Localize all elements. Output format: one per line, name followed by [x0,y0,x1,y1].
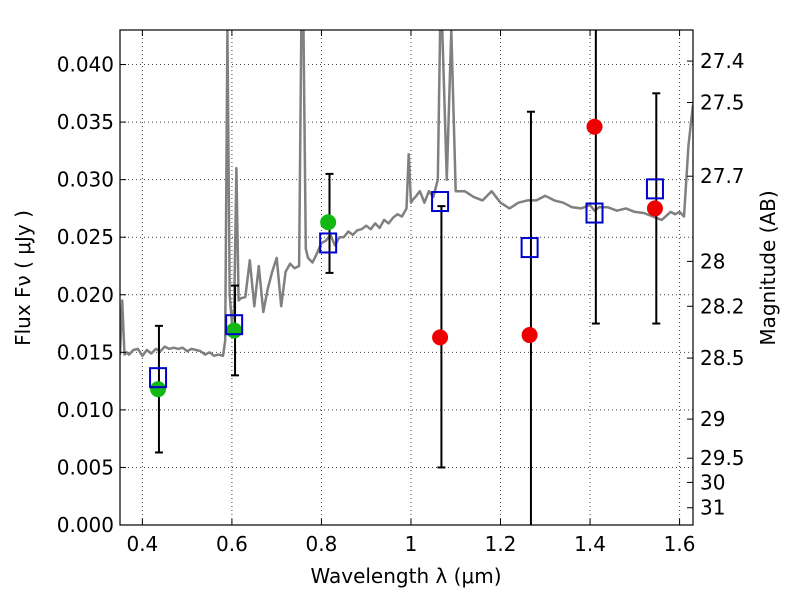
right-tick-label: 31 [700,496,725,520]
x-tick-label: 1.6 [664,532,696,556]
series-group [120,30,693,525]
data-point-square [585,202,604,224]
x-tick-label: 0.4 [126,532,158,556]
data-point-square [645,178,664,200]
right-tick-label: 30 [700,470,725,494]
y-tick-label: 0.040 [57,53,114,77]
right-tick-label: 27.4 [700,49,745,73]
y-tick-label: 0.015 [57,340,114,364]
data-point-circle [320,214,337,231]
data-point-circle [521,327,538,344]
spectrum-line [120,30,693,358]
y-axis-label: Flux Fν ( μJy ) [11,210,35,346]
right-tick-label: 28.2 [700,294,745,318]
right-tick-label: 29 [700,407,725,431]
y-tick-label: 0.000 [57,513,114,537]
right-axis-label: Magnitude (AB) [756,190,780,345]
data-point-circle [150,381,167,398]
x-tick-label: 1.2 [485,532,517,556]
right-tick-label: 27.5 [700,91,745,115]
right-tick-label: 28.5 [700,346,745,370]
x-tick-label: 0.8 [306,532,338,556]
right-tick-label: 27.7 [700,164,745,188]
data-point-square [319,232,338,254]
y-tick-label: 0.020 [57,283,114,307]
data-point-circle [586,118,603,135]
plot-area [120,30,693,525]
y-tick-label: 0.005 [57,455,114,479]
x-tick-label: 1 [405,532,418,556]
data-point-square [149,367,168,389]
data-point-circle [226,322,243,339]
y-tick-label: 0.010 [57,398,114,422]
data-point-circle [432,329,449,346]
data-point-circle [646,200,663,217]
data-point-square [225,314,244,336]
grid-layer [120,30,693,525]
x-tick-label: 0.6 [216,532,248,556]
data-point-square [520,237,539,259]
y-tick-label: 0.025 [57,225,114,249]
plot-frame [119,29,694,526]
right-tick-label: 29.5 [700,446,745,470]
y-tick-label: 0.035 [57,110,114,134]
y-tick-label: 0.030 [57,168,114,192]
data-point-square [431,191,450,213]
x-tick-label: 1.4 [574,532,606,556]
right-tick-label: 28 [700,249,725,273]
axes: 0.4 0.6 0.8 1 1.2 1.4 1.6 0.000 0.005 0.010 0.015 0… [57,30,745,556]
x-axis-label: Wavelength λ (μm) [310,564,501,588]
